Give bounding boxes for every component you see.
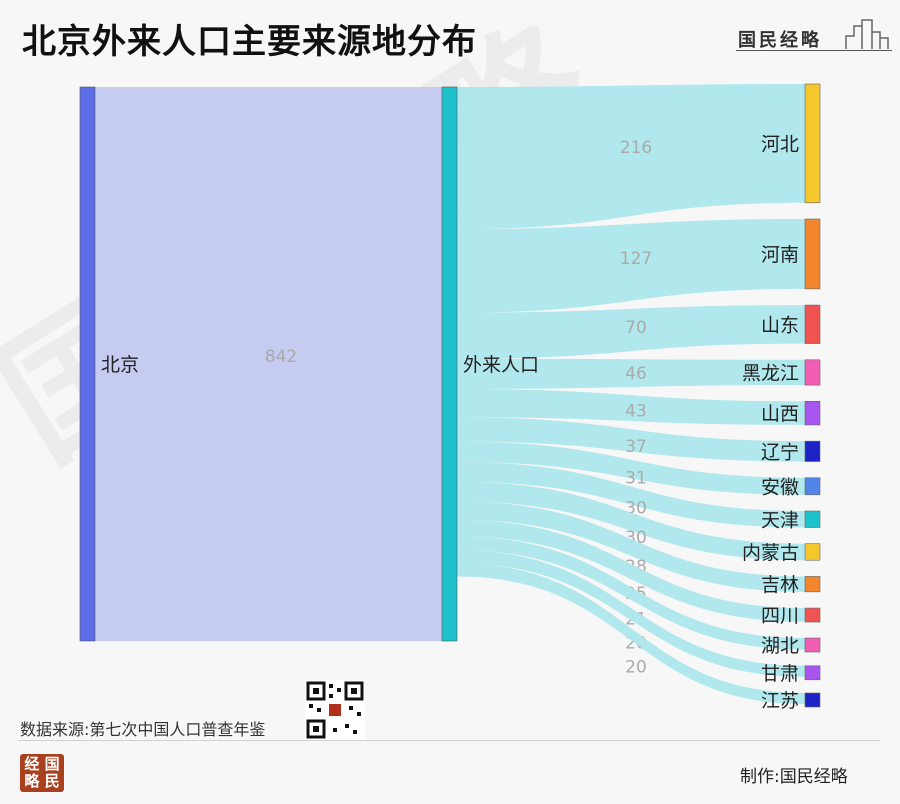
brand-logo: 国民经略	[736, 19, 892, 54]
node-label: 江苏	[761, 690, 799, 712]
value-label: 31	[625, 469, 647, 489]
buildings-icon	[845, 19, 889, 49]
node-e58685e89299e58fa4-bar	[804, 543, 821, 561]
node-label: 甘肃	[761, 663, 799, 685]
value-label: 20	[625, 657, 647, 677]
node-label: 内蒙古	[742, 542, 799, 564]
brand-name: 国民经略	[738, 30, 822, 51]
node-migrant-bar	[441, 86, 458, 642]
flow-link	[457, 358, 805, 390]
flow-link	[457, 519, 805, 622]
node-beijing-bar	[79, 86, 96, 642]
qr-code	[305, 680, 365, 740]
flow-link	[457, 550, 805, 677]
node-label: 河南	[761, 244, 799, 266]
node-e6b2b3e58c97-bar	[804, 83, 821, 204]
value-label: 216	[620, 138, 652, 158]
flow-link	[457, 305, 805, 359]
value-label: 842	[265, 347, 297, 367]
node-label: 天津	[761, 509, 799, 531]
flow-link	[457, 536, 805, 650]
node-label: 四川	[761, 605, 799, 627]
footer-divider	[18, 740, 880, 741]
node-label: 北京	[101, 354, 139, 376]
node-e8bebde5ae81-bar	[804, 440, 821, 462]
node-e5b1b1e4b89c-bar	[804, 304, 821, 344]
value-label: 43	[625, 402, 647, 422]
node-label: 吉林	[761, 574, 799, 596]
flow-link	[457, 563, 805, 704]
node-label: 河北	[761, 133, 799, 155]
node-e5ae89e5bebd-bar	[804, 477, 821, 496]
node-e59089e69e97-bar	[804, 576, 821, 593]
value-label: 46	[625, 364, 647, 384]
flow-link	[457, 389, 805, 425]
page-title: 北京外来人口主要来源地分布	[22, 22, 477, 62]
node-label: 山西	[761, 403, 799, 425]
flow-link	[457, 481, 805, 561]
flow-link	[457, 84, 805, 230]
node-e5b1b1e8a5bf-bar	[804, 401, 821, 426]
node-e5a4a9e6b4a5-bar	[804, 510, 821, 528]
node-e6b996e58c97-bar	[804, 637, 821, 653]
node-label: 安徽	[761, 476, 799, 498]
value-label: 37	[625, 437, 647, 457]
node-e9bb91e9be99e6b19f-bar	[804, 359, 821, 386]
brand-underline	[736, 50, 892, 51]
node-label: 山东	[761, 314, 799, 336]
node-e6b2b3e58d97-bar	[804, 218, 821, 290]
flow-link	[457, 219, 805, 313]
value-label: 70	[625, 318, 647, 338]
node-e79498e88283-bar	[804, 665, 821, 681]
node-label: 外来人口	[463, 354, 539, 376]
node-label: 黑龙江	[742, 362, 799, 384]
node-label: 湖北	[761, 635, 799, 657]
credit: 制作:国民经略	[740, 767, 848, 787]
data-source: 数据来源:第七次中国人口普查年鉴	[20, 720, 266, 739]
flow-link	[457, 462, 805, 528]
node-e59b9be5b79d-bar	[804, 607, 821, 623]
flow-link	[457, 501, 805, 592]
node-e6b19fe88b8f-bar	[804, 692, 821, 708]
flow-link	[457, 417, 805, 462]
flow-main	[95, 87, 442, 641]
seal-logo: 经 国略 民	[20, 754, 64, 792]
flow-link	[457, 441, 805, 495]
value-label: 127	[620, 249, 652, 269]
node-label: 辽宁	[761, 441, 799, 463]
